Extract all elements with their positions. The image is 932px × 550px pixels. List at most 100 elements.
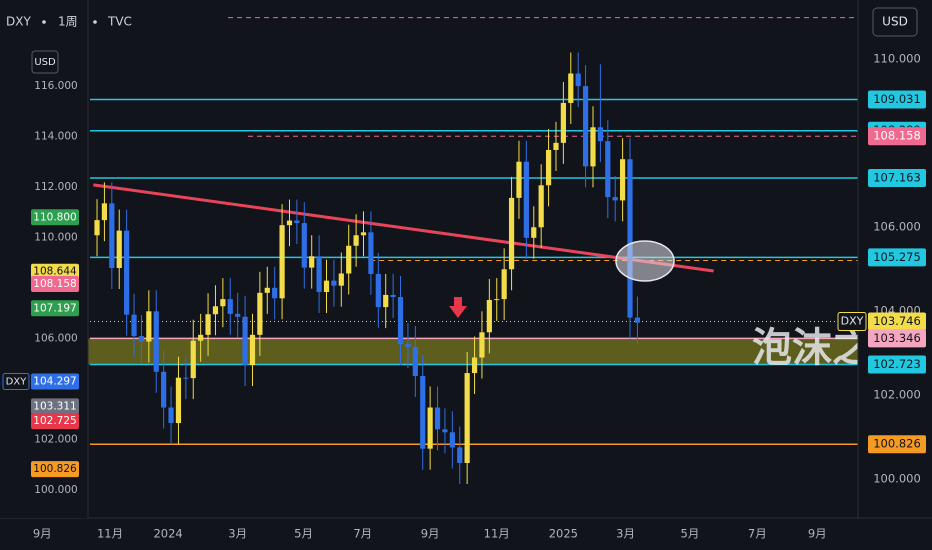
price-tag-label: 100.826	[873, 437, 921, 451]
left-panel: USD 116.000 114.000 112.000 110.000 106.000 1…	[0, 0, 89, 518]
candle-body	[494, 299, 500, 301]
y-tick-label: 100.000	[873, 471, 921, 485]
candle-body	[634, 317, 641, 323]
left-price-tag	[31, 413, 79, 430]
candle-body	[294, 220, 300, 224]
symbol-tag	[837, 312, 867, 332]
price-tag-label: 105.275	[873, 250, 921, 264]
candle-body	[124, 230, 130, 315]
candle-body	[264, 287, 270, 293]
candle-body	[94, 220, 100, 236]
price-tag	[868, 435, 926, 454]
candle-body	[434, 407, 441, 430]
candle-body	[560, 102, 566, 143]
candle-body	[590, 127, 596, 167]
symbol-tag-label: DXY	[841, 315, 864, 328]
y-tick-label: 102.000	[873, 387, 921, 401]
candle-body	[620, 159, 626, 201]
interval: 1周	[58, 15, 78, 29]
candle-body	[101, 203, 108, 221]
candle-body	[405, 344, 411, 348]
candle-body	[338, 273, 344, 286]
candle-body	[516, 161, 522, 198]
x-tick-label: 3月	[228, 527, 247, 541]
left-price-tag-label: 108.158	[33, 278, 76, 290]
candle-body	[457, 447, 463, 463]
candle-body	[161, 371, 167, 408]
watermark: 泡沫之	[752, 325, 872, 371]
x-tick-label: 2024	[153, 527, 182, 541]
candle-body	[501, 269, 507, 300]
candle-body	[272, 287, 278, 299]
price-tag	[868, 312, 926, 331]
left-panel-bg	[0, 0, 88, 518]
left-price-tag	[31, 209, 79, 226]
left-price-tag	[31, 461, 79, 478]
currency: USD	[882, 15, 908, 29]
left-price-tag	[31, 300, 79, 317]
candle-body	[249, 334, 256, 366]
left-tick-label: 114.000	[34, 130, 77, 142]
candle-body	[279, 225, 285, 299]
price-tag	[868, 355, 926, 374]
right-axis-bg	[858, 0, 932, 550]
candle-body	[605, 141, 611, 198]
price-tag-label: 109.031	[873, 92, 921, 106]
y-tick-label: 110.000	[873, 51, 921, 65]
price-tag	[868, 90, 926, 109]
candle-body	[508, 197, 515, 270]
left-symbol-tag-label: DXY	[6, 376, 28, 387]
candle-body	[316, 256, 322, 292]
price-tag	[868, 248, 926, 267]
trendline	[93, 183, 714, 273]
left-tick-label: 100.000	[34, 484, 77, 496]
plot	[30, 17, 858, 484]
candle-body	[220, 299, 226, 307]
candle-body	[360, 232, 367, 236]
price-tag	[868, 169, 926, 188]
candle-body	[486, 299, 492, 333]
candle-body	[375, 273, 381, 308]
x-tick-label: 5月	[294, 527, 313, 541]
x-tick-label: 11月	[97, 527, 123, 541]
price-tag-label: 108.158	[873, 129, 921, 143]
candle-body	[301, 223, 307, 268]
left-price-tag	[31, 275, 79, 292]
candle-body	[227, 299, 233, 314]
candle-body	[523, 161, 529, 238]
candle-body	[168, 407, 174, 424]
x-tick-label: 2025	[549, 527, 578, 541]
candle-body	[449, 432, 455, 448]
candle-body	[131, 314, 137, 337]
left-price-tag-label: 100.826	[33, 463, 77, 475]
candle-body	[545, 149, 552, 186]
candle-body	[582, 86, 589, 167]
zone	[30, 338, 858, 365]
candle-body	[212, 306, 219, 315]
candle-body	[309, 256, 315, 268]
currency-box[interactable]	[872, 7, 918, 37]
x-tick-label: 7月	[748, 527, 767, 541]
candle-body	[471, 357, 478, 374]
price-tag-label: 102.723	[873, 357, 921, 371]
candle-body	[531, 227, 537, 238]
source: TVC	[107, 15, 132, 29]
candle-body	[257, 292, 263, 335]
candle-body	[575, 73, 581, 87]
left-price-tag-label: 104.297	[33, 375, 76, 387]
left-tick-label: 116.000	[34, 80, 77, 92]
price-tag-label: 107.163	[873, 171, 921, 185]
left-symbol-tag	[2, 372, 30, 390]
left-price-tag-label: 102.725	[33, 415, 76, 427]
candle-body	[331, 280, 337, 286]
left-price-tag	[31, 263, 79, 280]
candle-body	[286, 220, 293, 226]
price-tag	[868, 127, 926, 146]
left-tick-label: 102.000	[34, 433, 77, 445]
candle-body	[442, 429, 448, 433]
y-tick-label: 106.000	[873, 219, 921, 233]
currency-box[interactable]	[31, 50, 59, 74]
candle-body	[568, 73, 574, 103]
